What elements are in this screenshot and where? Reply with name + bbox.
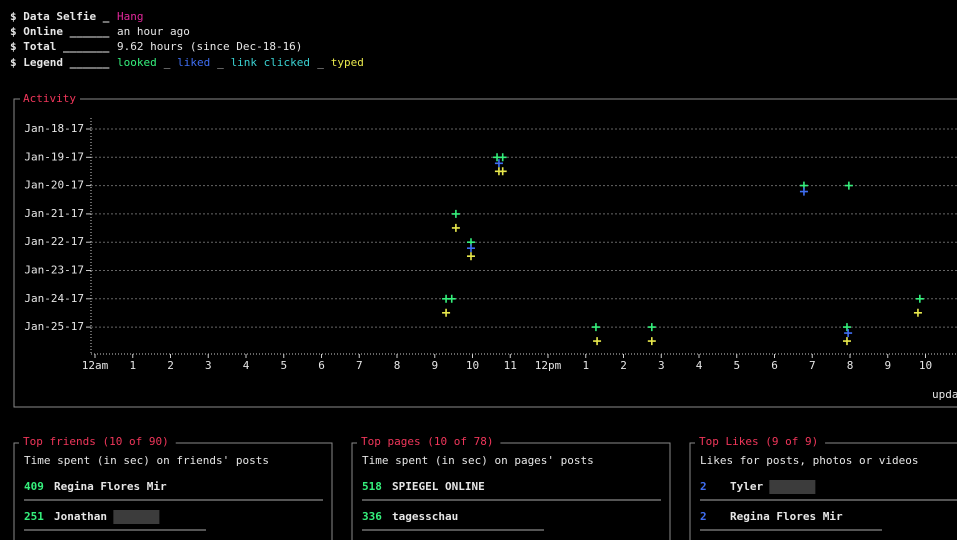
x-tick-label: 8 [394, 359, 401, 372]
y-tick-label: Jan-24-17 [24, 292, 84, 305]
x-tick-label: 9 [884, 359, 891, 372]
y-tick-label: Jan-20-17 [24, 179, 84, 192]
panel-subtitle: Time spent (in sec) on friends' posts [24, 454, 269, 467]
x-tick-label: 6 [771, 359, 778, 372]
x-tick-label: 7 [809, 359, 816, 372]
row-name: Regina Flores Mir [54, 480, 167, 493]
marker [442, 308, 451, 317]
x-tick-label: 12pm [535, 359, 562, 372]
marker [451, 209, 460, 218]
panel-frame [689, 442, 957, 540]
legend-separator: _ [317, 56, 324, 69]
legend-item: liked [177, 56, 210, 69]
activity-frame [13, 98, 957, 408]
row-name: tagesschau [392, 510, 458, 523]
row-value: 409 [24, 480, 44, 493]
y-tick-label: Jan-19-17 [24, 150, 84, 163]
row-name: Tyler [730, 480, 763, 493]
marker [593, 337, 602, 346]
header-label: $ Total _______ [10, 40, 110, 53]
y-tick-label: Jan-22-17 [24, 235, 84, 248]
legend-item: looked [117, 56, 157, 69]
x-tick-label: 1 [582, 359, 589, 372]
marker [466, 252, 475, 261]
row-value: 251 [24, 510, 44, 523]
marker [494, 159, 503, 168]
row-name: Regina Flores Mir [730, 510, 843, 523]
blurred-name [769, 480, 816, 494]
x-tick-label: 2 [167, 359, 174, 372]
x-tick-label: 11 [504, 359, 517, 372]
row-value: 2 [700, 510, 707, 523]
legend-item: link clicked [231, 56, 310, 69]
marker [799, 187, 808, 196]
x-tick-label: 10 [919, 359, 932, 372]
x-tick-label: 5 [733, 359, 740, 372]
legend-item: typed [331, 56, 364, 69]
row-value: 2 [700, 480, 707, 493]
row-name: Jonathan [54, 510, 107, 523]
panel-frame [351, 442, 671, 540]
legend-separator: _ [217, 56, 224, 69]
title-gap [19, 436, 176, 450]
marker [647, 337, 656, 346]
y-tick-label: Jan-21-17 [24, 207, 84, 220]
marker [842, 323, 851, 332]
title-gap [20, 92, 80, 106]
y-tick-label: Jan-23-17 [24, 264, 84, 277]
x-tick-label: 2 [620, 359, 627, 372]
header-label: $ Legend ______ [10, 56, 110, 69]
x-tick-label: 1 [129, 359, 136, 372]
y-tick-label: Jan-25-17 [24, 320, 84, 333]
marker [844, 181, 853, 190]
x-tick-label: 12am [82, 359, 109, 372]
row-value: 518 [362, 480, 382, 493]
marker [498, 167, 507, 176]
marker [844, 329, 853, 338]
panel-title: Top friends (10 of 90) [23, 435, 169, 448]
x-tick-label: 8 [847, 359, 854, 372]
legend-separator: _ [164, 56, 171, 69]
x-tick-label: 3 [658, 359, 665, 372]
title-gap [357, 436, 501, 450]
marker [498, 153, 507, 162]
marker [647, 323, 656, 332]
marker [915, 294, 924, 303]
header-value: Hang [117, 10, 144, 23]
marker [591, 323, 600, 332]
blurred-name [113, 510, 160, 524]
marker [913, 308, 922, 317]
y-tick-label: Jan-18-17 [24, 122, 84, 135]
x-tick-label: 4 [696, 359, 703, 372]
marker [451, 223, 460, 232]
marker [447, 294, 456, 303]
header-label: $ Online ______ [10, 25, 110, 38]
header-label: $ Data Selfie _ [10, 10, 110, 23]
marker [466, 244, 475, 253]
header-value: an hour ago [117, 25, 190, 38]
x-tick-label: 5 [280, 359, 287, 372]
panel-subtitle: Likes for posts, photos or videos [700, 454, 919, 467]
chart-title: Activity [23, 92, 76, 105]
marker [842, 337, 851, 346]
panel-title: Top pages (10 of 78) [361, 435, 493, 448]
row-name: SPIEGEL ONLINE [392, 480, 485, 493]
x-tick-label: 6 [318, 359, 325, 372]
footnote: updat [932, 388, 957, 401]
title-gap [695, 436, 826, 450]
x-tick-label: 4 [243, 359, 250, 372]
x-tick-label: 7 [356, 359, 363, 372]
x-tick-label: 3 [205, 359, 212, 372]
panel-title: Top Likes (9 of 9) [699, 435, 818, 448]
panel-subtitle: Time spent (in sec) on pages' posts [362, 454, 594, 467]
x-tick-label: 10 [466, 359, 479, 372]
row-value: 336 [362, 510, 382, 523]
x-tick-label: 9 [431, 359, 438, 372]
header-value: 9.62 hours (since Dec-18-16) [117, 40, 302, 53]
